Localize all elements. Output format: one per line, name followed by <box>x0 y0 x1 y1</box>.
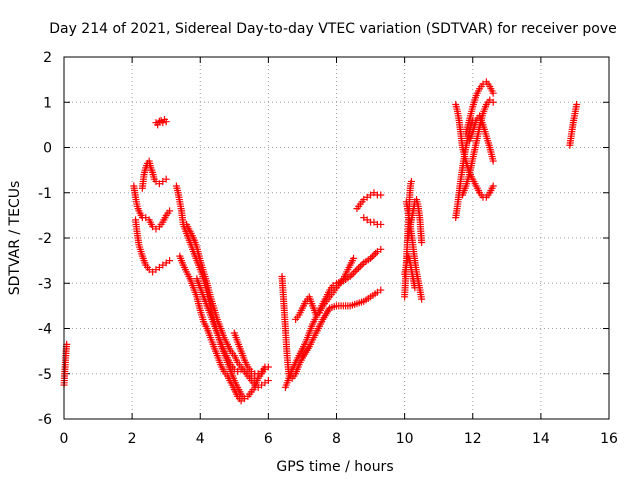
grid <box>64 57 609 419</box>
x-axis-label: GPS time / hours <box>276 459 393 475</box>
data-point <box>264 363 272 371</box>
data-point <box>348 271 356 279</box>
data-point <box>377 191 385 199</box>
data-point <box>372 249 380 257</box>
y-tick-label: 1 <box>43 95 52 111</box>
data-point <box>418 239 426 247</box>
data-point <box>237 397 245 405</box>
data-point <box>350 269 358 277</box>
data-point <box>162 175 170 183</box>
data-point <box>154 121 162 129</box>
y-tick-label: -6 <box>38 412 52 428</box>
y-tick-label: -5 <box>38 367 52 383</box>
y-axis-label: SDTVAR / TECUs <box>7 181 23 296</box>
x-tick-label: 0 <box>60 431 69 447</box>
data-point <box>489 89 497 97</box>
data-point <box>489 157 497 165</box>
x-tick-label: 8 <box>332 431 341 447</box>
data-point <box>573 101 581 109</box>
data-point <box>264 377 272 385</box>
plot-frame <box>63 56 610 420</box>
y-tick-label: 0 <box>43 141 52 157</box>
y-tick-label: -3 <box>38 276 52 292</box>
data-point <box>355 264 363 272</box>
data-point <box>159 119 167 127</box>
data-point <box>377 286 385 294</box>
data-point <box>155 117 163 125</box>
data-point <box>489 98 497 106</box>
x-tick-label: 12 <box>464 431 482 447</box>
y-tick-label: 2 <box>43 50 52 66</box>
y-tick-label: -4 <box>38 322 52 338</box>
data-point <box>418 295 426 303</box>
data-point <box>356 262 364 270</box>
data-point <box>377 220 385 228</box>
data-point <box>411 284 419 292</box>
data-point <box>489 182 497 190</box>
chart-title: Day 214 of 2021, Sidereal Day-to-day VTE… <box>49 21 617 37</box>
x-tick-label: 2 <box>128 431 137 447</box>
data-point <box>368 253 376 261</box>
x-tick-label: 6 <box>264 431 273 447</box>
data-point <box>166 257 174 265</box>
x-tick-label: 4 <box>196 431 205 447</box>
x-tick-label: 10 <box>396 431 414 447</box>
x-tick-label: 14 <box>532 431 550 447</box>
data-point <box>166 207 174 215</box>
data-point <box>370 251 378 259</box>
data-point <box>377 245 385 253</box>
y-tick-label: -1 <box>38 186 52 202</box>
data-point <box>358 261 366 269</box>
data-point <box>367 254 375 262</box>
x-tick-label: 16 <box>600 431 618 447</box>
data-point <box>350 254 358 262</box>
data-point <box>351 267 359 275</box>
data-point <box>162 118 170 126</box>
data-point <box>407 177 415 185</box>
data-series <box>60 78 581 405</box>
data-point <box>353 266 361 274</box>
y-tick-label: -2 <box>38 231 52 247</box>
